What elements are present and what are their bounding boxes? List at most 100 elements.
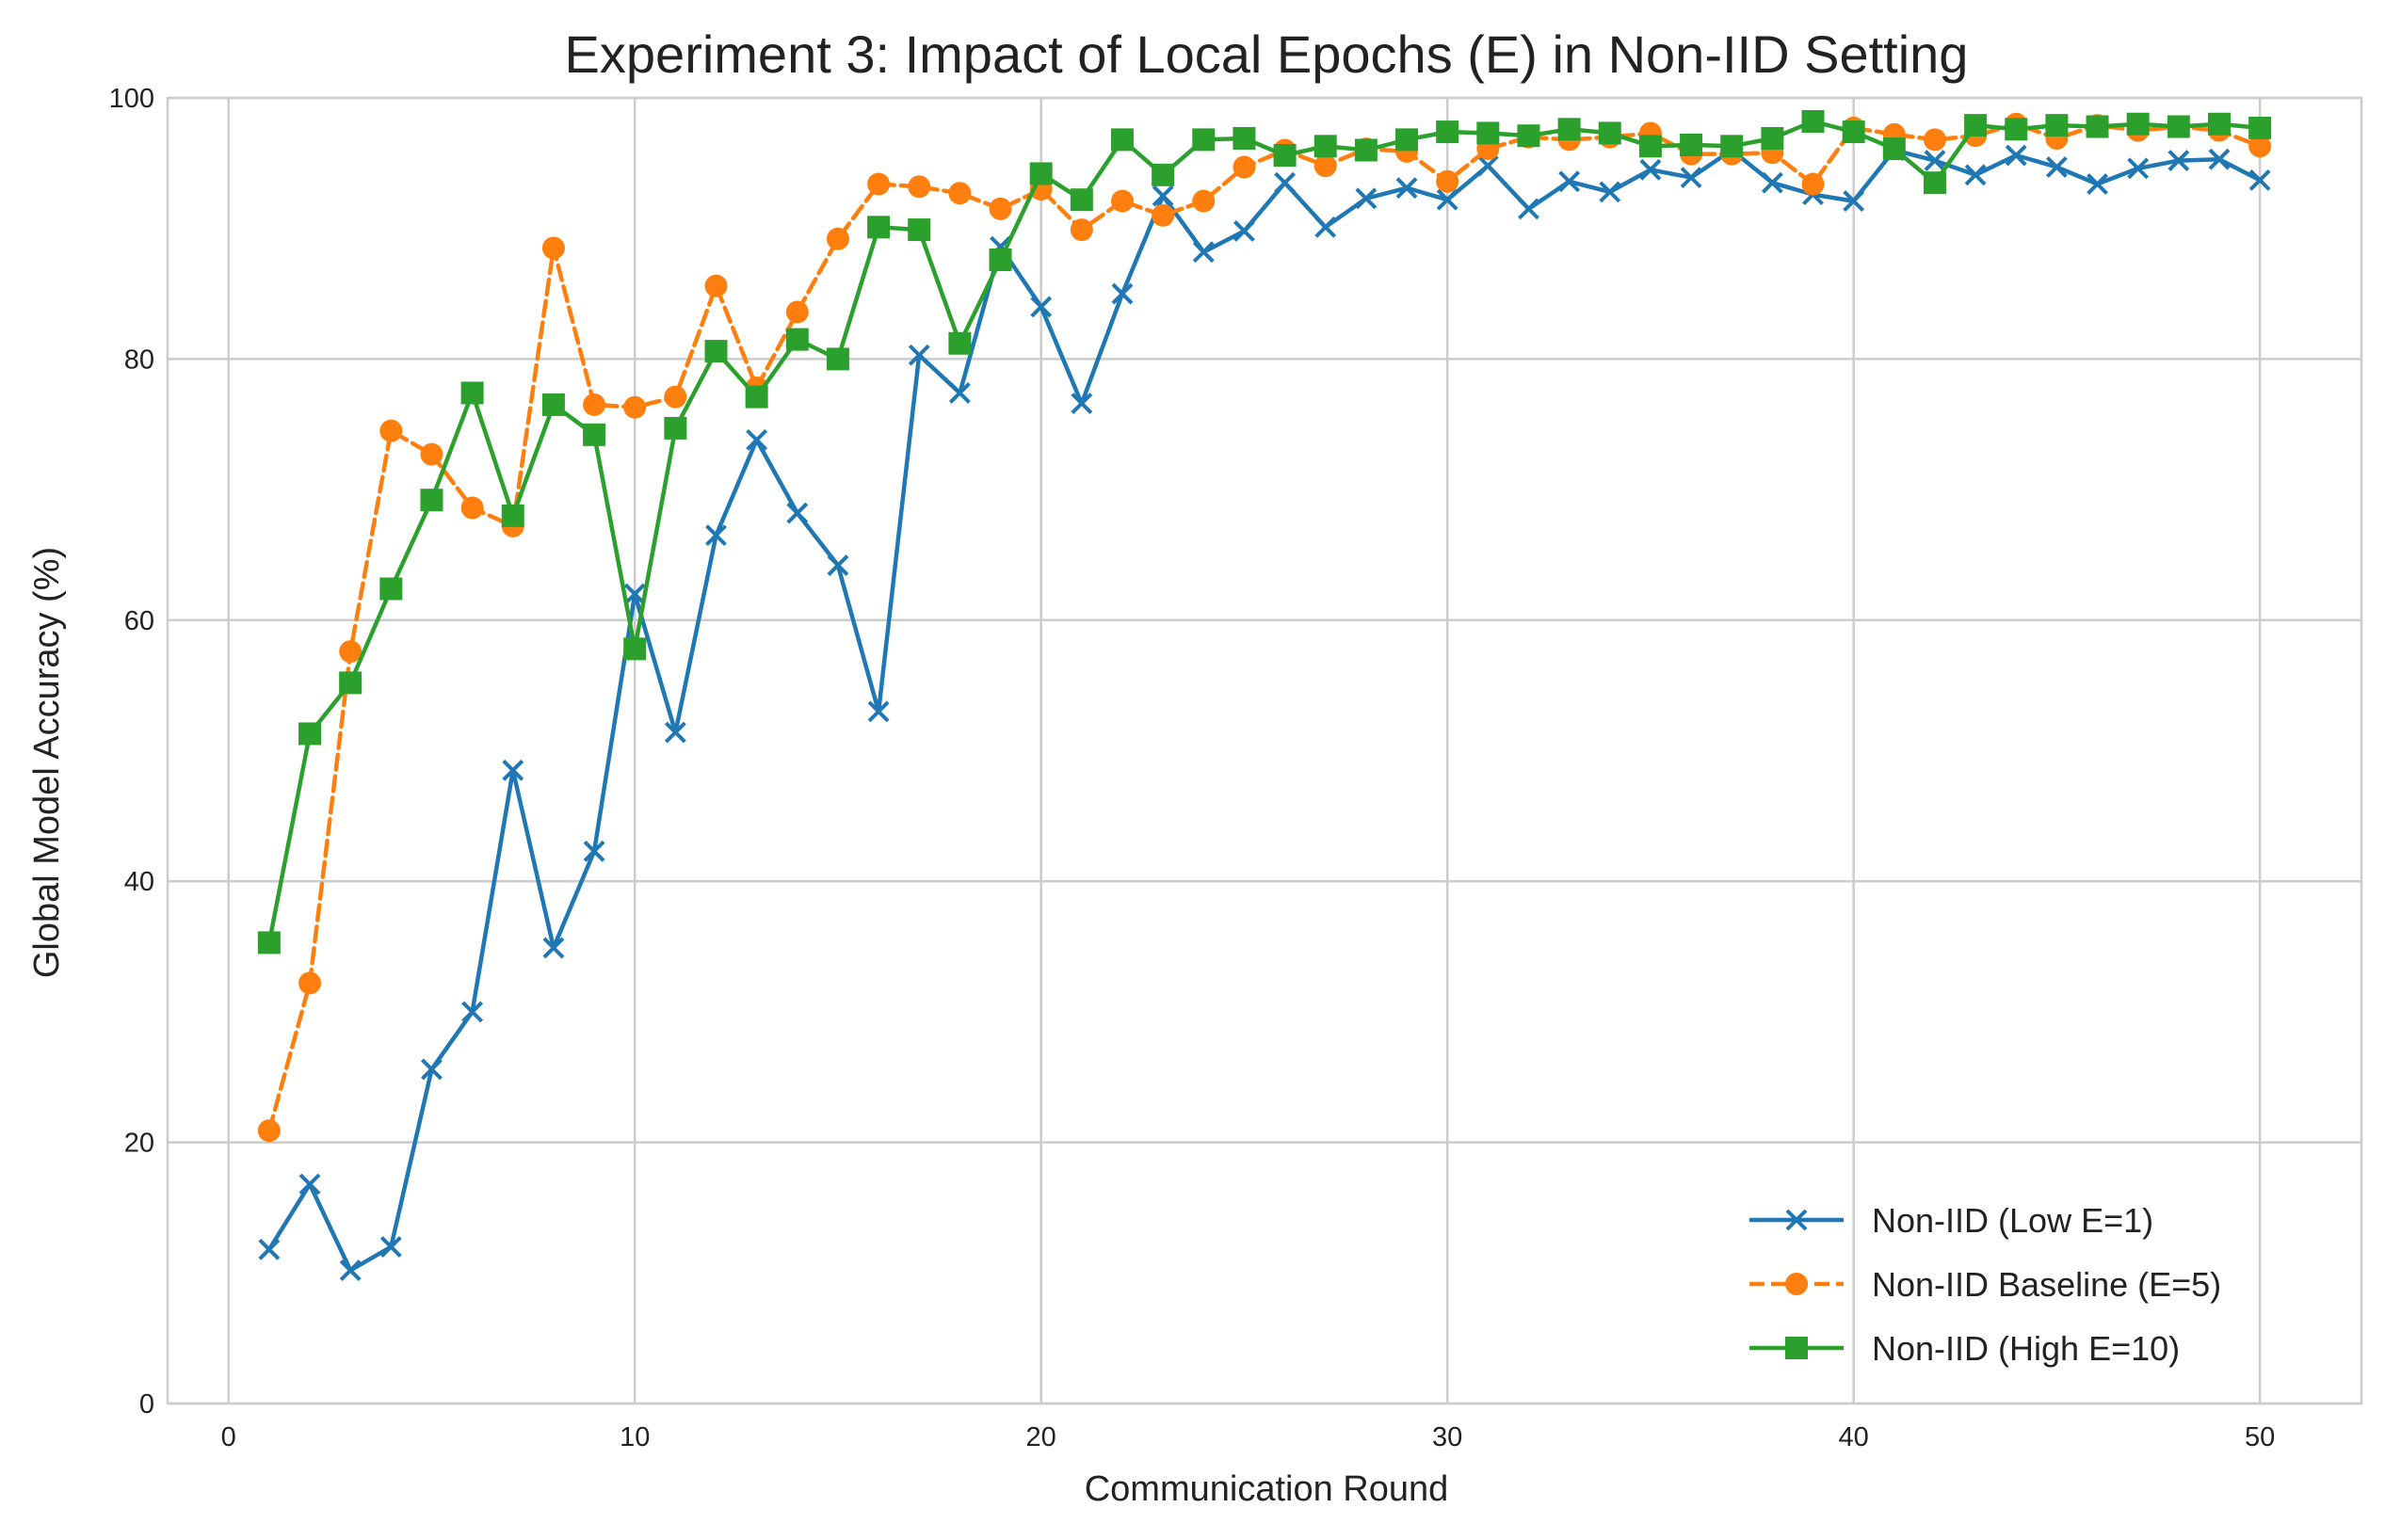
- data-point: [257, 1119, 281, 1143]
- data-point: [339, 671, 363, 695]
- data-point: [2248, 135, 2272, 158]
- data-point: [1436, 120, 1459, 144]
- data-point: [1923, 171, 1946, 195]
- x-tick-label: 50: [2245, 1422, 2275, 1452]
- marker-stroke: [1785, 1209, 1808, 1231]
- data-point: [948, 382, 971, 404]
- x-tick-label: 40: [1839, 1422, 1869, 1452]
- data-point: [2045, 156, 2068, 178]
- data-point: [1680, 133, 1703, 156]
- plot-area-frame: [166, 96, 2363, 1405]
- marker-stroke: [1964, 164, 1987, 186]
- data-point: [1071, 393, 1093, 414]
- legend: Non-IID (Low E=1) Non-IID Baseline (E=5) N…: [1749, 1201, 2221, 1368]
- data-point: [705, 524, 727, 547]
- data-point: [908, 175, 931, 199]
- data-point: [379, 419, 403, 442]
- marker-stroke: [583, 840, 605, 862]
- data-point: [1110, 189, 1134, 213]
- legend-item: Non-IID (High E=10): [1749, 1329, 2180, 1368]
- x-tick-label: 20: [1026, 1422, 1056, 1452]
- data-point: [1964, 114, 1988, 137]
- data-point: [541, 236, 565, 260]
- marker-stroke: [1680, 167, 1702, 189]
- data-point: [339, 640, 363, 664]
- data-point: [867, 700, 890, 723]
- data-point: [908, 218, 931, 242]
- data-point: [908, 344, 930, 366]
- data-point: [583, 393, 606, 416]
- data-point: [664, 721, 686, 744]
- marker-stroke: [1843, 190, 1865, 212]
- legend-marker: [1785, 1209, 1808, 1231]
- data-point: [541, 393, 565, 416]
- marker-stroke: [1233, 220, 1255, 242]
- data-point: [2167, 115, 2190, 138]
- data-point: [542, 937, 565, 959]
- marker-stroke: [1599, 181, 1621, 203]
- data-point: [1070, 188, 1093, 212]
- data-point: [257, 931, 281, 954]
- marker-stroke: [461, 1001, 484, 1023]
- data-point: [1599, 181, 1621, 203]
- data-point: [746, 428, 768, 451]
- marker-stroke: [1192, 241, 1215, 264]
- data-point: [1273, 144, 1297, 168]
- y-tick-label: 80: [124, 345, 154, 375]
- data-point: [2208, 148, 2231, 170]
- data-point: [583, 840, 605, 862]
- data-point: [948, 331, 972, 355]
- marker-stroke: [2208, 148, 2231, 170]
- data-point: [1355, 187, 1378, 210]
- data-point: [2086, 115, 2109, 138]
- marker-stroke: [2248, 168, 2271, 191]
- data-point: [1274, 171, 1296, 194]
- data-point: [2005, 118, 2028, 141]
- data-point: [1111, 282, 1134, 305]
- chart-title: Experiment 3: Impact of Local Epochs (E)…: [565, 24, 1969, 84]
- data-point: [826, 227, 849, 250]
- data-point: [1152, 163, 1175, 186]
- data-point: [989, 248, 1012, 271]
- y-tick-label: 100: [109, 84, 154, 114]
- data-point: [1192, 128, 1216, 152]
- data-point: [461, 1001, 484, 1023]
- legend-item: Non-IID (Low E=1): [1749, 1201, 2153, 1240]
- data-point: [2005, 144, 2027, 167]
- data-point: [1029, 162, 1053, 185]
- data-point: [1192, 189, 1216, 213]
- marker-stroke: [867, 700, 890, 723]
- data-point: [2087, 173, 2108, 195]
- data-point: [989, 197, 1012, 220]
- data-point: [1801, 109, 1825, 133]
- data-point: [1517, 124, 1540, 148]
- data-point: [2248, 168, 2271, 191]
- marker-stroke: [2045, 156, 2068, 178]
- y-tick-label: 60: [124, 606, 154, 636]
- data-point: [664, 416, 687, 440]
- marker-stroke: [1152, 184, 1174, 207]
- marker-stroke: [1314, 216, 1337, 238]
- data-point: [421, 1058, 443, 1081]
- marker-stroke: [421, 1058, 443, 1081]
- marker-stroke: [664, 721, 686, 744]
- y-axis-label: Global Model Accuracy (%): [27, 547, 67, 978]
- data-point: [1476, 154, 1499, 177]
- marker-stroke: [1924, 150, 1946, 171]
- data-point: [502, 759, 524, 781]
- data-point: [1313, 135, 1337, 158]
- data-point: [623, 637, 647, 661]
- data-point: [2127, 157, 2150, 180]
- marker-stroke: [2087, 173, 2108, 195]
- data-point: [1110, 128, 1134, 152]
- data-point: [1314, 216, 1337, 238]
- marker-stroke: [827, 554, 849, 576]
- marker-stroke: [908, 344, 930, 366]
- data-point: [1192, 241, 1215, 264]
- data-point: [460, 496, 484, 520]
- data-point: [1720, 135, 1744, 158]
- data-point: [2126, 112, 2150, 136]
- data-point: [785, 328, 809, 351]
- data-point: [583, 423, 606, 446]
- data-point: [420, 442, 443, 466]
